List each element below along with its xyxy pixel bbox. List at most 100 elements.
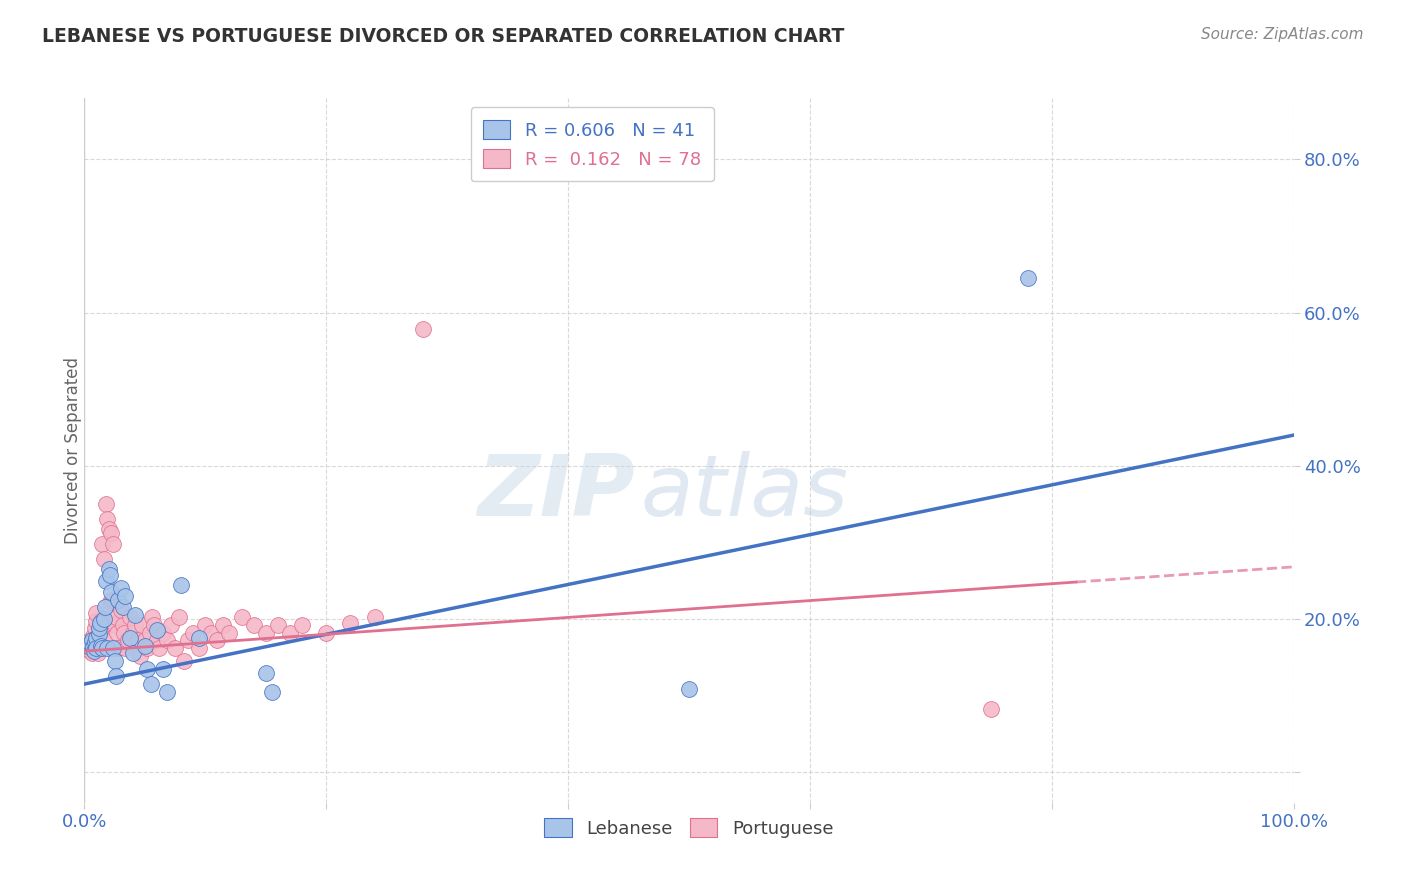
Y-axis label: Divorced or Separated: Divorced or Separated	[65, 357, 82, 544]
Point	[124, 608, 146, 623]
Point	[94, 574, 117, 588]
Point	[76, 641, 98, 656]
Point	[134, 639, 156, 653]
Point	[87, 641, 110, 656]
Point	[143, 618, 166, 632]
Text: ZIP: ZIP	[477, 451, 634, 534]
Point	[83, 633, 105, 648]
Point	[83, 644, 105, 658]
Point	[84, 621, 107, 635]
Point	[231, 610, 253, 624]
Point	[107, 592, 129, 607]
Point	[94, 600, 117, 615]
Point	[80, 633, 103, 648]
Point	[146, 633, 169, 648]
Point	[980, 702, 1002, 716]
Point	[82, 640, 104, 655]
Point	[89, 625, 111, 640]
Point	[84, 641, 107, 656]
Point	[121, 647, 143, 661]
Point	[112, 600, 135, 615]
Point	[212, 618, 235, 632]
Point	[93, 552, 115, 566]
Point	[170, 577, 193, 591]
Point	[127, 633, 149, 648]
Text: Source: ZipAtlas.com: Source: ZipAtlas.com	[1201, 27, 1364, 42]
Point	[177, 633, 200, 648]
Point	[207, 633, 229, 648]
Point	[93, 633, 115, 648]
Point	[124, 618, 146, 632]
Point	[97, 615, 120, 630]
Point	[173, 654, 195, 668]
Point	[188, 631, 211, 645]
Point	[103, 641, 125, 656]
Point	[86, 631, 108, 645]
Point	[363, 610, 385, 624]
Point	[278, 625, 301, 640]
Point	[80, 647, 103, 661]
Point	[97, 562, 120, 576]
Point	[103, 537, 125, 551]
Point	[200, 625, 222, 640]
Point	[104, 669, 127, 683]
Point	[160, 618, 183, 632]
Point	[110, 582, 132, 596]
Point	[79, 636, 101, 650]
Point	[291, 618, 314, 632]
Point	[136, 662, 159, 676]
Point	[100, 526, 122, 541]
Point	[339, 615, 361, 630]
Point	[114, 641, 136, 656]
Point	[87, 621, 110, 635]
Text: atlas: atlas	[641, 451, 849, 534]
Point	[77, 639, 100, 653]
Point	[148, 641, 170, 656]
Point	[79, 633, 101, 648]
Point	[254, 625, 277, 640]
Point	[107, 641, 129, 656]
Point	[267, 618, 290, 632]
Point	[315, 625, 337, 640]
Point	[96, 512, 118, 526]
Point	[129, 648, 152, 663]
Point	[134, 633, 156, 648]
Point	[139, 677, 162, 691]
Point	[152, 625, 174, 640]
Point	[79, 644, 101, 658]
Point	[141, 610, 163, 624]
Point	[242, 618, 264, 632]
Point	[155, 684, 177, 698]
Point	[86, 641, 108, 656]
Point	[97, 522, 120, 536]
Point	[110, 603, 132, 617]
Point	[77, 639, 100, 653]
Point	[131, 618, 153, 632]
Point	[136, 641, 159, 656]
Point	[94, 497, 117, 511]
Point	[152, 662, 174, 676]
Point	[91, 537, 114, 551]
Point	[104, 610, 127, 624]
Point	[96, 641, 118, 656]
Point	[90, 639, 112, 653]
Point	[89, 615, 111, 630]
Point	[120, 631, 142, 645]
Point	[260, 684, 283, 698]
Point	[218, 625, 240, 640]
Point	[98, 595, 121, 609]
Point	[138, 625, 160, 640]
Point	[117, 633, 139, 648]
Point	[104, 654, 127, 668]
Point	[254, 665, 277, 680]
Point	[98, 567, 121, 582]
Point	[120, 610, 142, 624]
Point	[114, 589, 136, 603]
Point	[188, 641, 211, 656]
Point	[412, 322, 434, 336]
Point	[86, 614, 108, 628]
Point	[112, 618, 135, 632]
Point	[112, 625, 135, 640]
Point	[91, 641, 114, 656]
Point	[194, 618, 217, 632]
